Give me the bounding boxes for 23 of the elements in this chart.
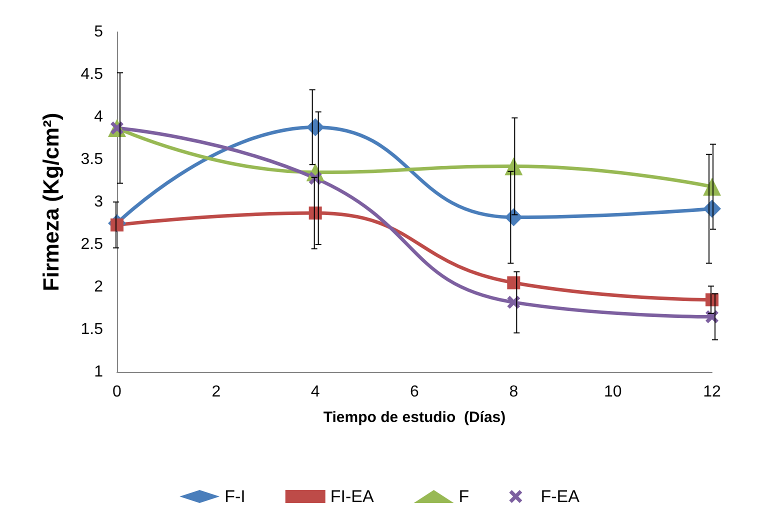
x-axis-title: Tiempo de estudio (Días) — [323, 409, 506, 426]
y-tick-label: 3.5 — [80, 151, 104, 168]
y-tick-label: 1 — [94, 364, 104, 380]
legend-label: F-EA — [540, 487, 580, 506]
y-tick-label: 2.5 — [80, 236, 104, 253]
y-tick-label: 4 — [94, 108, 104, 126]
x-tick-label: 12 — [703, 384, 721, 400]
y-tick-label: 4.5 — [80, 66, 104, 83]
x-tick-label: 2 — [212, 384, 221, 400]
legend-label: F — [458, 487, 470, 506]
x-tick-label: 10 — [604, 384, 622, 400]
y-tick-label: 3 — [94, 194, 104, 210]
legend-label: F-I — [224, 487, 246, 506]
x-tick-label: 4 — [310, 384, 320, 400]
x-tick-label: 8 — [509, 384, 518, 400]
y-tick-label: 1.5 — [80, 321, 104, 338]
y-tick-label: 2 — [94, 278, 104, 296]
x-tick-label: 6 — [410, 384, 420, 400]
y-axis-title: Firmeza (Kg/cm²) — [38, 112, 64, 292]
x-tick-label: 0 — [112, 384, 122, 400]
legend-label: FI-EA — [330, 487, 374, 506]
y-tick-label: 5 — [94, 24, 104, 40]
point — [507, 276, 520, 290]
